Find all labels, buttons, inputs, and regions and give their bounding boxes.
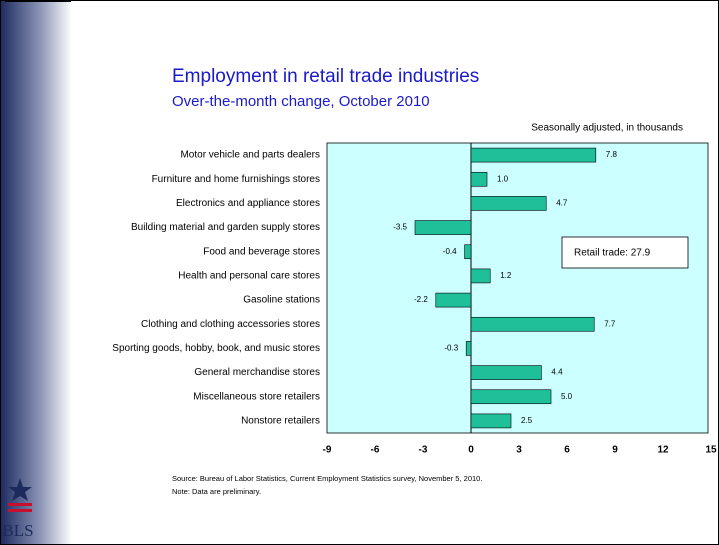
category-label: Clothing and clothing accessories stores	[141, 319, 320, 330]
value-label: 2.5	[521, 416, 533, 425]
bar	[414, 220, 472, 235]
value-label: 7.8	[606, 150, 618, 159]
category-label: Food and beverage stores	[203, 246, 320, 257]
bar	[470, 268, 491, 284]
value-label: -3.5	[393, 223, 407, 232]
value-label: -0.3	[444, 344, 458, 353]
bar	[470, 413, 512, 429]
category-label: Sporting goods, hobby, book, and music s…	[112, 343, 320, 354]
chart-title: Employment in retail trade industries	[172, 66, 479, 87]
value-label: 1.0	[497, 174, 509, 183]
logo-stripe	[8, 503, 32, 506]
bls-logo: BLS	[2, 478, 34, 540]
bar	[470, 316, 595, 332]
category-label: Furniture and home furnishings stores	[152, 174, 320, 185]
side-stripe	[0, 0, 72, 545]
bar	[470, 171, 488, 187]
chart-subtitle: Over-the-month change, October 2010	[172, 93, 430, 110]
x-tick-label: 12	[657, 445, 669, 456]
x-tick-label: -3	[419, 445, 428, 456]
plot: -9 -6 -3 0 3 6 9 12 15 Motor vehicle and parts de…	[112, 142, 717, 456]
x-tick-label: 0	[468, 445, 474, 456]
bar	[470, 389, 552, 405]
bar	[465, 341, 472, 356]
bar	[470, 365, 542, 380]
value-label: 1.2	[500, 271, 512, 280]
note: Note: Data are preliminary.	[172, 487, 261, 496]
category-label: Electronics and appliance stores	[176, 198, 320, 209]
category-label: Miscellaneous store retailers	[193, 391, 320, 402]
source: Source: Bureau of Labor Statistics, Curr…	[172, 474, 482, 483]
logo-text: BLS	[2, 521, 33, 540]
x-tick-label: -9	[323, 445, 332, 456]
category-label: Gasoline stations	[243, 295, 320, 306]
plot-area	[326, 142, 709, 434]
category-label: Building material and garden supply stor…	[131, 222, 320, 233]
value-label: -0.4	[443, 247, 457, 256]
x-tick-label: 3	[516, 445, 522, 456]
x-tick-label: 9	[612, 445, 618, 456]
category-label: Motor vehicle and parts dealers	[180, 150, 320, 161]
x-tick-label: 15	[705, 445, 717, 456]
x-tick-label: 6	[564, 445, 570, 456]
value-label: -2.2	[414, 295, 428, 304]
category-label: Nonstore retailers	[241, 416, 320, 427]
value-label: 4.7	[556, 199, 568, 208]
bar	[470, 147, 597, 163]
category-label: General merchandise stores	[194, 367, 320, 378]
category-label: Health and personal care stores	[178, 271, 320, 282]
bar	[464, 244, 472, 260]
value-label: 7.7	[604, 319, 616, 328]
logo-star	[8, 478, 32, 501]
x-tick-label: -6	[371, 445, 380, 456]
bar	[470, 196, 547, 211]
value-label: 4.4	[551, 368, 563, 377]
annotation: Retail trade: 27.9	[574, 248, 651, 259]
logo-stripe	[8, 509, 32, 512]
unit-note: Seasonally adjusted, in thousands	[531, 123, 683, 134]
annotation-box	[561, 236, 689, 269]
value-label: 5.0	[561, 392, 573, 401]
top-line	[5, 0, 71, 2]
bar	[435, 292, 472, 308]
